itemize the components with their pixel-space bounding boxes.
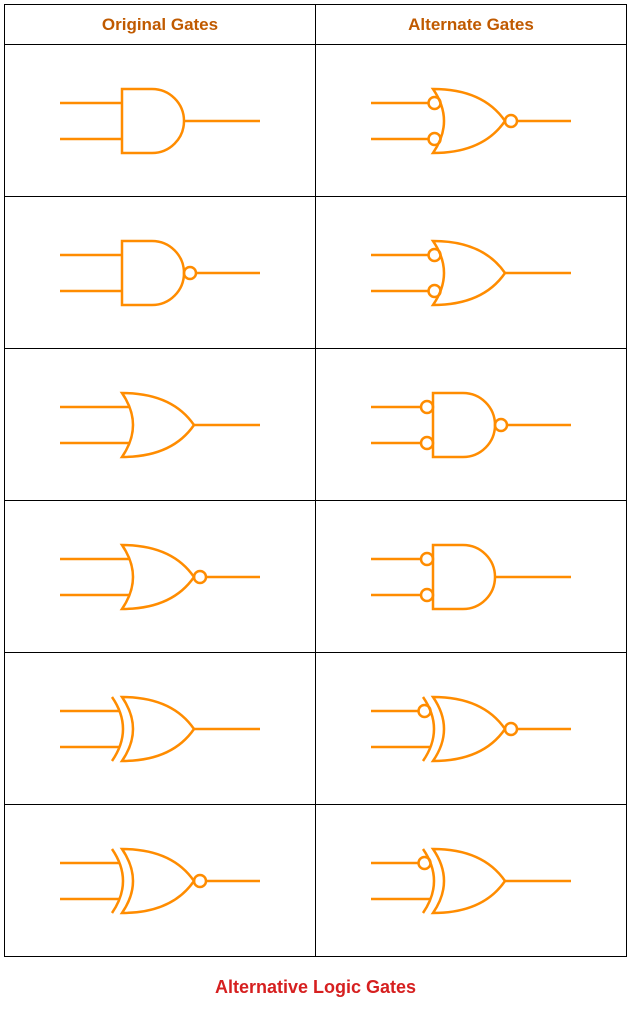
gate-icon [50,218,270,328]
cell-alternate [316,805,627,957]
table-row [5,197,627,349]
cell-alternate [316,45,627,197]
header-alternate: Alternate Gates [316,5,627,45]
cell-alternate [316,349,627,501]
cell-original [5,501,316,653]
gate-icon [361,370,581,480]
cell-alternate [316,653,627,805]
cell-alternate [316,197,627,349]
gate-icon [50,370,270,480]
cell-original [5,805,316,957]
gate-icon [50,522,270,632]
gate-icon [361,674,581,784]
header-original: Original Gates [5,5,316,45]
cell-original [5,45,316,197]
cell-original [5,197,316,349]
cell-original [5,349,316,501]
cell-alternate [316,501,627,653]
gate-icon [50,826,270,936]
table-row [5,653,627,805]
gates-table: Original Gates Alternate Gates [4,4,627,957]
table-row [5,45,627,197]
caption: Alternative Logic Gates [4,977,627,998]
gate-icon [361,522,581,632]
gate-icon [361,218,581,328]
gate-icon [361,66,581,176]
gate-icon [50,66,270,176]
cell-original [5,653,316,805]
table-row [5,501,627,653]
table-row [5,805,627,957]
table-row [5,349,627,501]
gate-icon [361,826,581,936]
gate-icon [50,674,270,784]
